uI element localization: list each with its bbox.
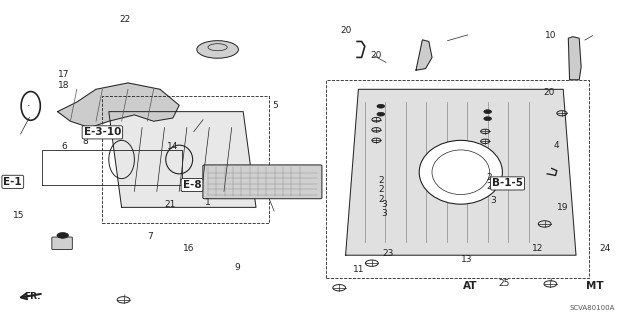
Text: 7: 7 [148, 232, 153, 241]
Text: 1: 1 [205, 198, 211, 207]
Text: 12: 12 [532, 244, 543, 253]
Circle shape [57, 233, 68, 238]
Text: 10: 10 [545, 31, 556, 40]
Text: 15: 15 [13, 211, 25, 220]
Text: 3: 3 [381, 200, 387, 209]
Text: E-8: E-8 [182, 180, 202, 190]
Text: E-1: E-1 [3, 177, 22, 187]
Text: 18: 18 [58, 81, 70, 90]
Text: 21: 21 [164, 200, 175, 209]
Text: 3: 3 [490, 197, 495, 205]
Polygon shape [416, 40, 432, 70]
Text: 13: 13 [461, 256, 473, 264]
Text: 20: 20 [371, 51, 382, 60]
Text: B-1-5: B-1-5 [492, 178, 523, 189]
Polygon shape [58, 83, 179, 128]
Text: 14: 14 [167, 142, 179, 151]
Text: 4: 4 [554, 141, 559, 150]
Text: 17: 17 [58, 70, 70, 79]
Text: MT: MT [586, 280, 604, 291]
Text: E-3-10: E-3-10 [84, 127, 121, 137]
Text: 23: 23 [383, 249, 394, 258]
Text: 24: 24 [600, 244, 611, 253]
Polygon shape [346, 89, 576, 255]
Text: 19: 19 [557, 203, 569, 212]
Text: 2: 2 [378, 195, 383, 204]
Text: 3: 3 [381, 209, 387, 218]
Text: 2: 2 [378, 185, 383, 194]
Text: 8: 8 [83, 137, 88, 146]
Circle shape [484, 110, 492, 114]
Text: 5: 5 [273, 101, 278, 110]
Ellipse shape [197, 41, 239, 58]
Text: 20: 20 [543, 88, 555, 97]
Text: 2: 2 [378, 176, 383, 185]
Circle shape [377, 112, 385, 116]
Text: SCVA80100A: SCVA80100A [569, 305, 614, 311]
Text: 11: 11 [353, 265, 364, 274]
Polygon shape [568, 37, 581, 80]
Text: 2: 2 [487, 182, 492, 191]
Text: 2: 2 [487, 173, 492, 182]
Circle shape [484, 117, 492, 121]
Text: AT: AT [463, 280, 477, 291]
Text: 20: 20 [340, 26, 351, 35]
Text: 25: 25 [499, 279, 510, 288]
Polygon shape [109, 112, 256, 207]
Text: FR.: FR. [24, 292, 40, 301]
Text: 9: 9 [234, 263, 239, 272]
FancyBboxPatch shape [203, 165, 322, 199]
Text: 6: 6 [61, 142, 67, 151]
Circle shape [377, 104, 385, 108]
FancyBboxPatch shape [52, 237, 72, 249]
Text: 16: 16 [183, 244, 195, 253]
Ellipse shape [419, 140, 502, 204]
Text: 22: 22 [119, 15, 131, 24]
